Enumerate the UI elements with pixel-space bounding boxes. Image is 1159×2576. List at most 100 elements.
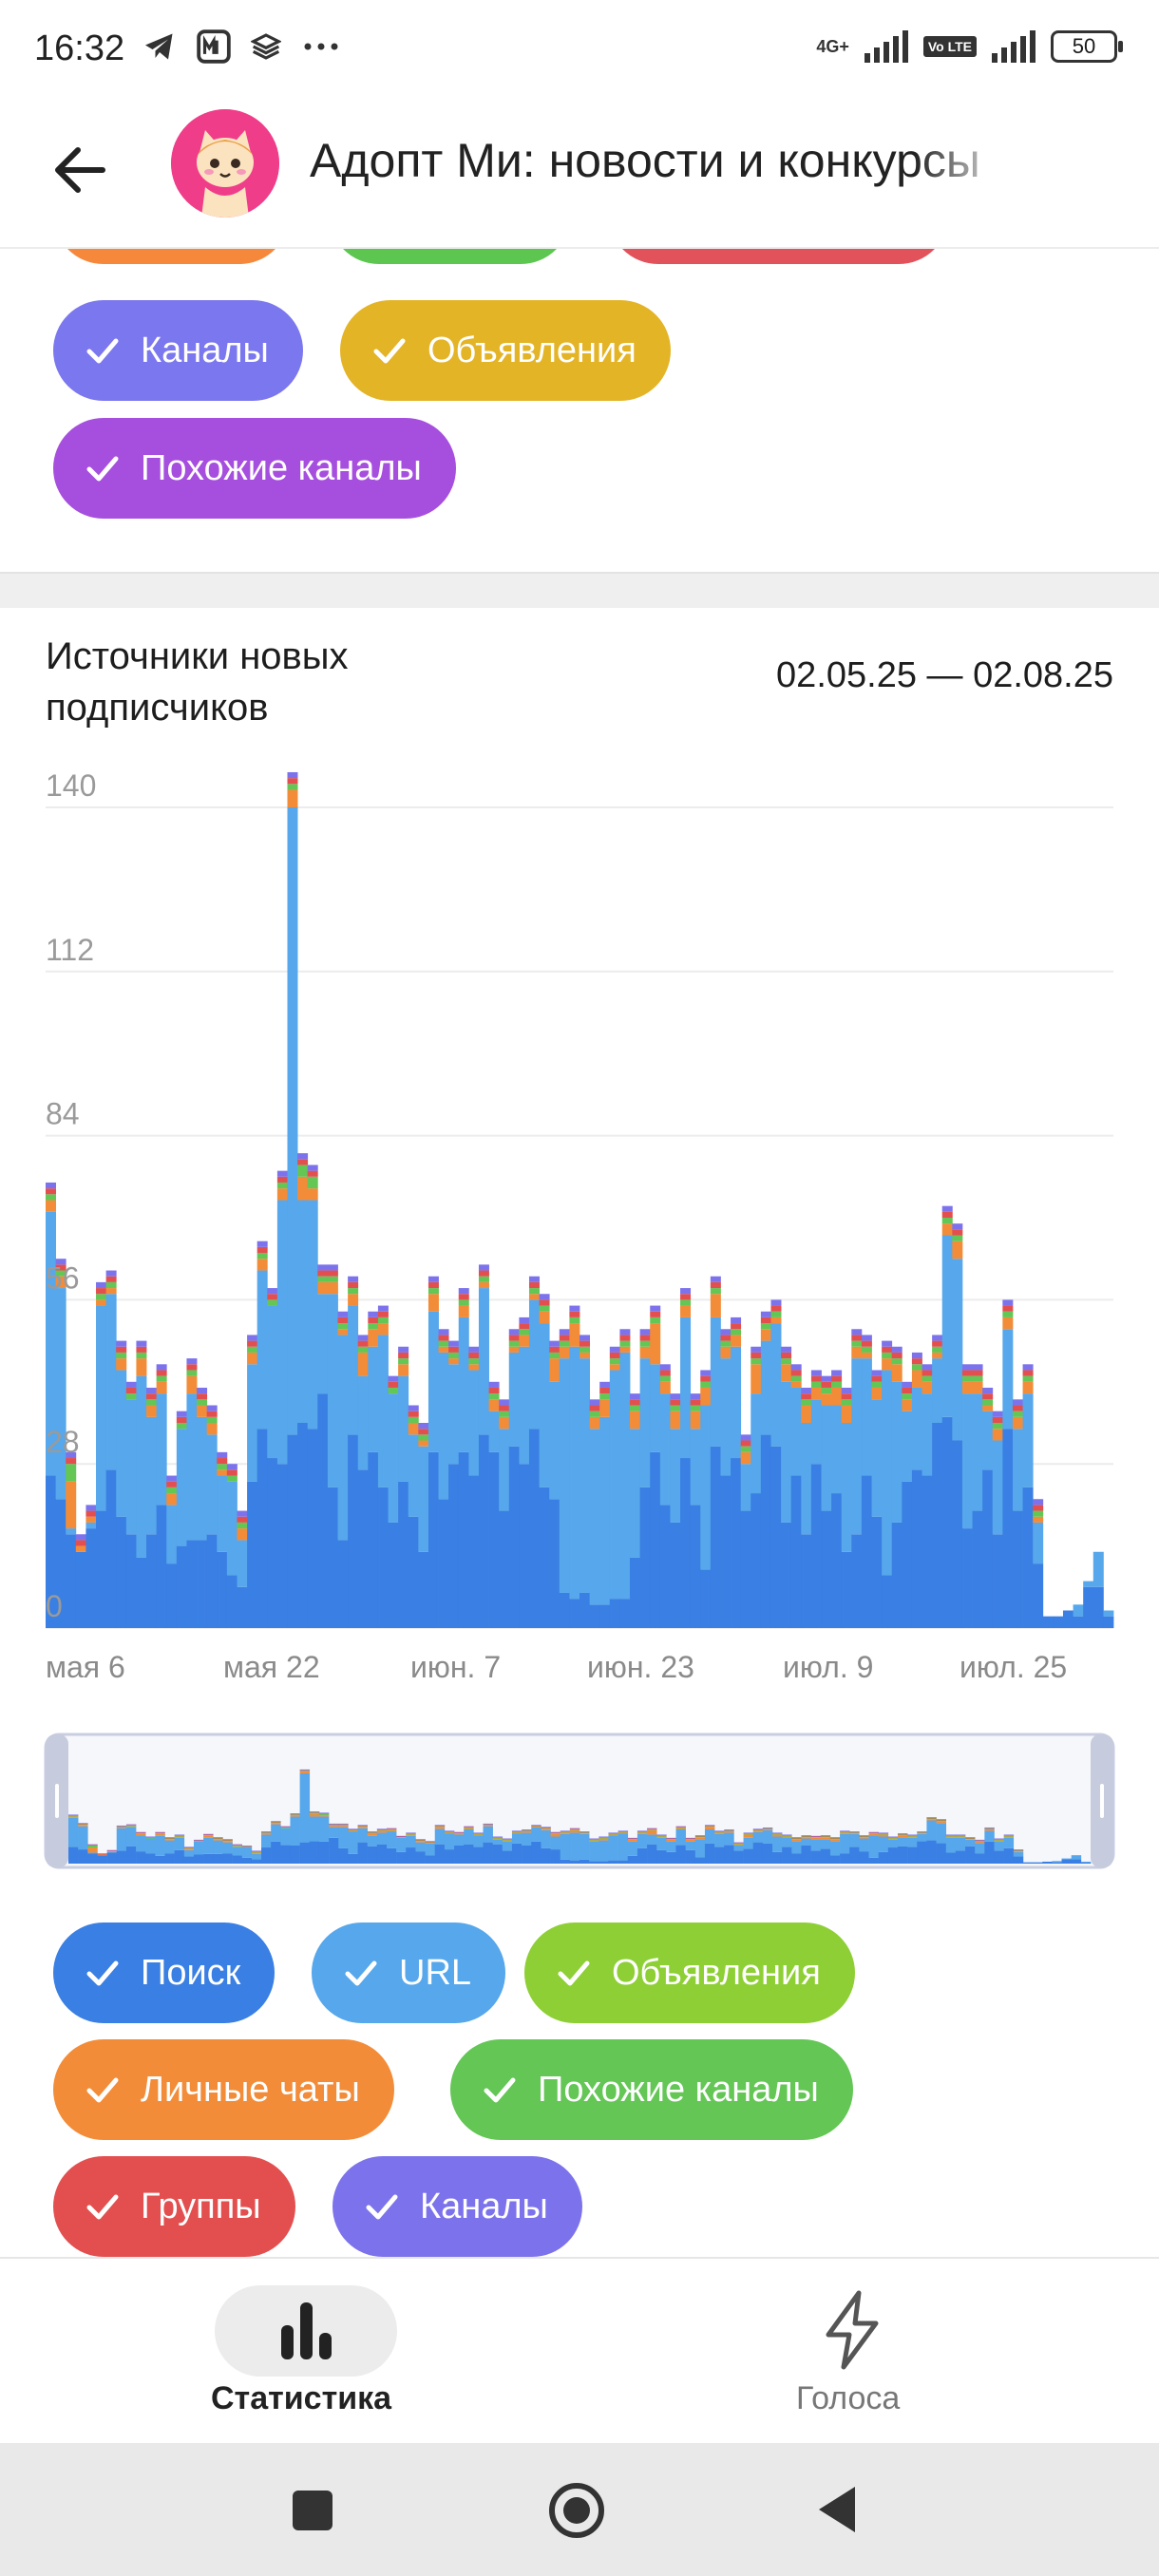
y-tick-label: 84	[46, 1097, 80, 1131]
minimap-bar-segment	[801, 1835, 811, 1836]
bar-segment	[720, 1340, 732, 1347]
minimap-bar-segment	[724, 1845, 734, 1864]
recents-square-icon[interactable]	[291, 2489, 334, 2532]
minimap-bar-segment	[522, 1830, 532, 1832]
minimap-bar-segment	[762, 1828, 773, 1829]
legend-chip-3[interactable]: Личные чаты	[53, 2039, 394, 2140]
bar-segment	[922, 1475, 933, 1628]
bar-segment	[276, 1188, 288, 1201]
minimap-bar-segment	[714, 1830, 725, 1832]
bar-segment	[197, 1399, 208, 1406]
filter-chip-5[interactable]: Похожие каналы	[53, 418, 456, 519]
home-circle-icon[interactable]	[547, 2481, 606, 2540]
legend-chip-6[interactable]: Каналы	[332, 2156, 582, 2257]
filter-chip-3[interactable]: Каналы	[53, 300, 303, 401]
bar-segment	[882, 1346, 893, 1353]
minimap-bar-segment	[887, 1836, 899, 1838]
minimap-bar-segment	[994, 1839, 1004, 1840]
bar-segment	[508, 1329, 520, 1335]
subscriber-sources-chart[interactable]: 0 28 56 84 112 140 мая 6 мая 22 июн. 7 июн. 23 ию…	[0, 741, 1159, 1881]
back-arrow-icon[interactable]	[46, 137, 112, 203]
minimap-bar-segment	[840, 1833, 850, 1854]
minimap-bar-segment	[222, 1842, 233, 1854]
bar-segment	[458, 1316, 469, 1452]
source-filter-chips: Другое Группы Личные чаты Каналы Объявления П…	[0, 247, 1159, 570]
legend-chip-4[interactable]: Похожие каналы	[450, 2039, 853, 2140]
bar-segment	[630, 1405, 641, 1411]
minimap-bar-segment	[791, 1838, 802, 1840]
tab-votes[interactable]: Голоса	[796, 2380, 901, 2416]
bar-segment	[781, 1522, 792, 1628]
minimap-bar-segment	[608, 1860, 618, 1864]
bar-segment	[700, 1370, 712, 1376]
legend-chip-5[interactable]: Группы	[53, 2156, 295, 2257]
minimap-bar-segment	[675, 1845, 686, 1864]
minimap-bar-segment	[454, 1831, 465, 1833]
minimap-bar-segment	[762, 1828, 773, 1830]
legend-chip-0[interactable]: Поиск	[53, 1923, 276, 2023]
bar-segment	[96, 1294, 107, 1300]
minimap-bar-segment	[425, 1841, 436, 1843]
lightning-icon[interactable]	[815, 2287, 889, 2373]
minimap-bar-segment	[955, 1835, 966, 1836]
minimap-bar-segment	[492, 1837, 504, 1838]
bar-segment	[831, 1387, 843, 1406]
bar-segment	[569, 1311, 580, 1317]
tab-statistics[interactable]: Статистика	[211, 2380, 392, 2416]
minimap-bar-segment	[425, 1855, 436, 1864]
chart-date-range[interactable]: 02.05.25 — 02.08.25	[776, 655, 1113, 695]
filter-chip-1[interactable]: Группы	[329, 247, 571, 264]
minimap-bar-segment	[714, 1831, 725, 1832]
bar-segment	[197, 1387, 208, 1394]
bar-segment	[720, 1335, 732, 1341]
minimap-bar-segment	[483, 1823, 493, 1825]
bar-segment	[911, 1469, 922, 1628]
minimap-bar-segment	[155, 1831, 165, 1833]
filter-chip-0[interactable]: Другое	[53, 247, 290, 264]
back-triangle-icon[interactable]	[815, 2485, 859, 2534]
minimap-bar-segment	[406, 1832, 416, 1834]
bar-segment	[267, 1458, 278, 1628]
bar-segment	[810, 1381, 822, 1388]
filter-chip-2[interactable]: Личные чаты	[608, 247, 949, 264]
legend-chip-2[interactable]: Объявления	[524, 1923, 855, 2023]
minimap-bar-segment	[840, 1831, 850, 1832]
bar-segment	[740, 1464, 751, 1511]
minimap-bar-segment	[897, 1846, 908, 1864]
minimap-bar-segment	[396, 1837, 407, 1838]
bar-segment	[357, 1375, 369, 1470]
bar-segment	[801, 1405, 812, 1423]
bar-segment	[377, 1316, 389, 1324]
bar-segment	[276, 1200, 288, 1465]
minimap-bar-segment	[1052, 1862, 1062, 1864]
bar-segment	[670, 1411, 681, 1430]
bar-segment	[1083, 1581, 1094, 1587]
bar-segment	[619, 1335, 631, 1341]
minimap-bar-segment	[541, 1847, 551, 1864]
filter-chip-4[interactable]: Объявления	[340, 300, 671, 401]
bar-segment	[66, 1481, 77, 1529]
minimap-bar-segment	[232, 1847, 243, 1856]
minimap-bar-segment	[1061, 1859, 1072, 1864]
minimap-bar-segment	[261, 1831, 272, 1832]
tab-statistics-highlight[interactable]	[215, 2285, 397, 2377]
status-bar: 16:32 4G+ Vo LTE 50	[0, 0, 1159, 104]
bar-segment	[519, 1346, 530, 1465]
minimap-bar-segment	[97, 1853, 107, 1854]
minimap-bar-segment	[155, 1832, 165, 1834]
bar-segment	[680, 1458, 692, 1628]
legend-chip-1[interactable]: URL	[312, 1923, 506, 2023]
bar-segment	[256, 1429, 268, 1628]
minimap-bar-segment	[926, 1819, 937, 1821]
minimap-bar-segment	[984, 1829, 995, 1831]
bar-segment	[690, 1405, 701, 1411]
bar-segment	[720, 1475, 732, 1628]
minimap-bar-segment	[271, 1824, 281, 1842]
bar-segment	[136, 1352, 147, 1359]
minimap-bar-segment	[782, 1834, 792, 1836]
bar-segment	[66, 1528, 77, 1535]
minimap-bar-segment	[222, 1840, 233, 1842]
channel-avatar[interactable]	[171, 109, 279, 218]
minimap-bar-segment	[406, 1833, 416, 1835]
minimap-bar-segment	[280, 1827, 291, 1828]
